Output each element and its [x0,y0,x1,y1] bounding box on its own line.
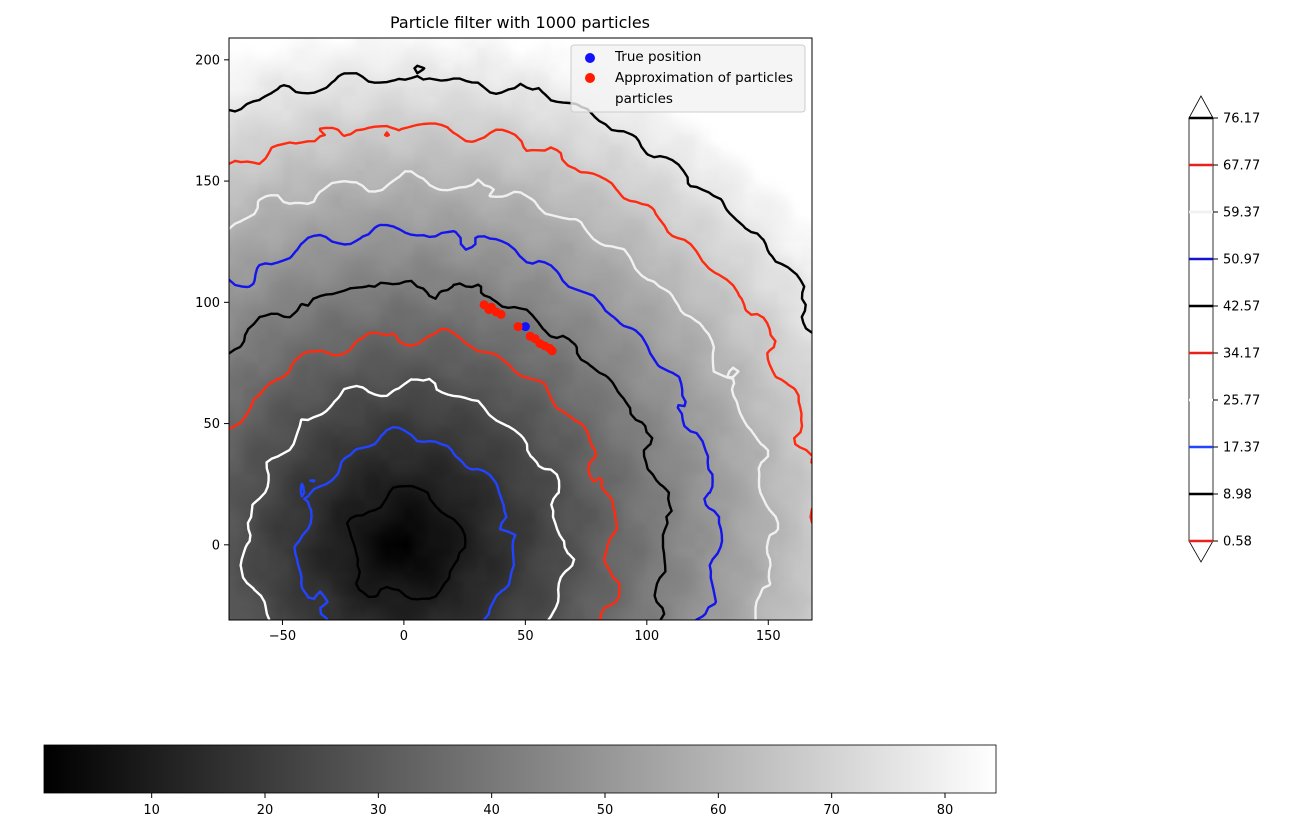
contour-level-0 [345,484,467,601]
chart-title: Particle filter with 1000 particles [390,13,650,32]
particle-point-4 [496,309,506,319]
contourbar-label-9: 76.17 [1223,112,1260,127]
contour-level-2 [239,377,576,620]
legend-marker-true-position [585,53,595,63]
contourbar-label-8: 67.77 [1223,159,1260,174]
y-tick-label-0: 0 [212,538,220,553]
legend-label-true-position: True position [614,49,701,65]
particle-point-5 [513,322,523,332]
contour-colorbar: 0.58 8.98 17.37 25.77 34.17 42.57 50.97 59.37 67… [1188,95,1260,563]
scatter-points [479,300,557,356]
legend-label-approximation: Approximation of particles [615,70,793,86]
legend-box [570,44,806,113]
x-tick-label-3: 100 [634,629,659,644]
y-axis: 0 50 100 150 200 [195,53,229,553]
legend: True position Approximation of particles… [570,44,806,113]
colorbar-label-7: 80 [937,803,954,818]
contourbar-label-2: 17.37 [1223,441,1260,456]
y-tick-label-1: 50 [203,417,220,432]
x-tick-label-0: −50 [269,629,296,644]
colorbar-label-2: 30 [370,803,387,818]
contourbar-label-0: 0.58 [1223,535,1252,550]
contourbar-label-5: 42.57 [1223,300,1260,315]
legend-label-approximation-line2: particles [615,91,673,107]
colorbar-gradient [44,745,996,793]
colorbar-label-0: 10 [143,803,160,818]
contour-level-6 [229,170,780,620]
horizontal-colorbar: 10 20 30 40 50 60 70 80 [43,744,997,818]
contourbar-label-4: 34.17 [1223,347,1260,362]
contourbar-label-7: 59.37 [1223,206,1260,221]
x-tick-label-1: 0 [400,629,408,644]
colorbar-frame [43,744,997,794]
y-tick-label-3: 150 [195,175,220,190]
contourbar-label-6: 50.97 [1223,253,1260,268]
colorbar-label-4: 50 [597,803,614,818]
contourbar-label-1: 8.98 [1223,488,1252,503]
x-tick-label-2: 50 [517,629,534,644]
contourbar-extend-bottom [1188,540,1214,563]
y-tick-label-4: 200 [195,53,220,68]
contour-level-7 [229,122,812,524]
colorbar-label-6: 70 [823,803,840,818]
y-tick-label-2: 100 [195,296,220,311]
contour-level-1 [293,426,517,620]
contourbar-frame [1188,117,1214,542]
x-axis: −50 0 50 100 150 [269,620,781,644]
plot-frame [228,37,813,621]
contour-level-3 [229,327,621,620]
true-position-point-0 [520,322,530,332]
particle-point-11 [547,346,557,356]
contourbar-label-3: 25.77 [1223,394,1260,409]
x-tick-label-4: 150 [756,629,781,644]
colorbar-label-5: 60 [710,803,727,818]
legend-marker-approximation [585,73,595,83]
contour-level-4 [229,279,673,620]
colorbar-label-3: 40 [483,803,500,818]
contour-lines [229,64,812,620]
plot-area [228,37,813,621]
contourbar-extend-top [1188,95,1214,119]
contour-level-8 [229,64,812,334]
colorbar-label-1: 20 [257,803,274,818]
